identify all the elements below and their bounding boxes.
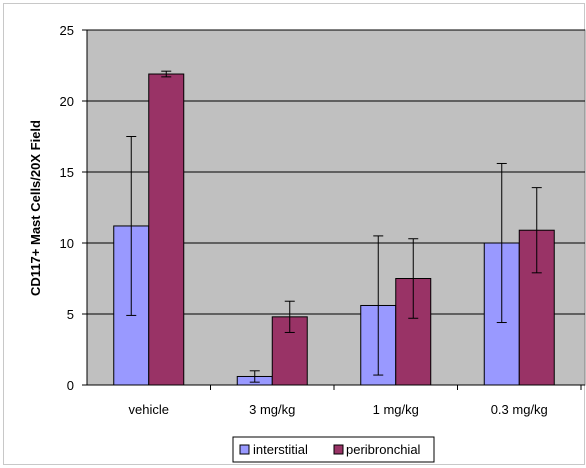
y-tick-label: 25 bbox=[60, 23, 74, 38]
x-ticks: vehicle 3 mg/kg 1 mg/kg 0.3 mg/kg bbox=[129, 385, 582, 417]
legend-swatch-peribronchial bbox=[333, 444, 344, 455]
y-tick-label: 0 bbox=[67, 378, 74, 393]
x-tick-label: 1 mg/kg bbox=[373, 402, 419, 417]
legend-label-interstitial: interstitial bbox=[253, 442, 308, 457]
legend: interstitial peribronchial bbox=[232, 436, 435, 463]
y-ticks: 0 5 10 15 20 25 bbox=[60, 23, 87, 393]
error-bars bbox=[126, 70, 542, 383]
bar-peribronchial bbox=[148, 73, 185, 386]
x-tick-label: vehicle bbox=[129, 402, 169, 417]
bars bbox=[113, 73, 555, 386]
x-tick-label: 0.3 mg/kg bbox=[491, 402, 548, 417]
axes bbox=[86, 30, 585, 386]
legend-swatch-interstitial bbox=[239, 444, 250, 455]
legend-label-peribronchial: peribronchial bbox=[346, 442, 421, 457]
y-tick-label: 15 bbox=[60, 165, 74, 180]
y-tick-label: 20 bbox=[60, 94, 74, 109]
y-tick-label: 10 bbox=[60, 236, 74, 251]
x-tick-label: 3 mg/kg bbox=[249, 402, 295, 417]
y-tick-label: 5 bbox=[67, 307, 74, 322]
y-axis-title: CD117+ Mast Cells/20X Field bbox=[28, 120, 43, 296]
